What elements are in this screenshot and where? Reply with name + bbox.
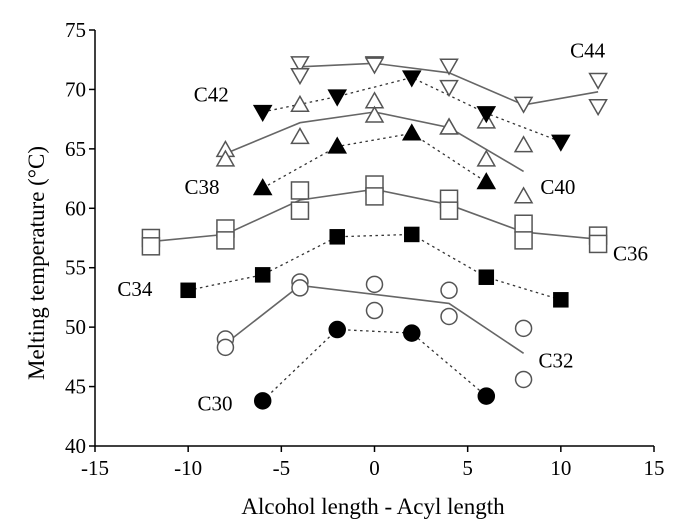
y-axis-label: Melting temperature (°C) [24,146,49,380]
data-markers [141,56,608,410]
c38-series-label: C38 [184,175,219,199]
c42-point [551,134,571,152]
c44-point [439,79,459,98]
c36-point [290,181,310,200]
c32-point [365,301,384,320]
c32-point [365,275,384,294]
c44-point [290,56,310,74]
c44-series-label: C44 [570,38,606,62]
y-tick-label: 50 [65,315,86,339]
c36-series-label: C36 [613,242,648,266]
axes: 40 45 50 55 60 65 70 75 -15 -10 -5 0 5 10 15 [65,18,665,480]
x-tick-label: -5 [273,456,291,480]
c36-point [514,231,533,250]
c32-point [514,319,533,338]
x-tick-label: 0 [369,456,380,480]
c40-point [513,135,534,153]
y-tick-label: 55 [65,256,86,280]
c36-point [514,214,533,233]
x-tick-label: -10 [174,456,202,480]
c32-series-label: C32 [538,349,573,373]
c34-point [329,229,345,245]
c42-point [327,89,348,107]
c36-point [216,231,235,250]
c40-point [290,126,310,145]
c34-point [553,292,569,308]
c34-point [404,226,420,243]
c32-point [216,338,235,357]
c38-point [252,178,273,196]
x-tick-label: -15 [81,456,109,480]
c44-point [290,68,310,86]
c34-series-label: C34 [117,277,153,301]
c42-series-label: C42 [194,82,229,106]
c40-point [290,94,310,113]
y-tick-label: 65 [65,137,86,161]
c30-fit-line [262,328,487,402]
c30-point [403,324,421,342]
c44-point [364,57,385,75]
c34-point [180,282,196,299]
c42-point [476,106,497,124]
x-axis-label: Alcohol length - Acyl length [241,494,505,519]
c40-point [439,117,459,135]
c32-point [514,370,533,389]
c30-point [253,392,272,410]
c34-point [254,267,271,283]
c32-point [440,307,458,326]
y-tick-label: 75 [65,18,86,42]
x-tick-label: 15 [644,456,665,480]
c30-point [477,387,496,405]
c32-point [440,281,458,300]
series-labels: C30 C32 C34 C36 C38 C40 C42 C44 [117,38,648,415]
c34-point [478,269,495,285]
c40-point [513,186,534,204]
c42-point [252,104,273,123]
c36-point [365,187,384,206]
c44-point [513,96,534,114]
c30-point [328,320,346,339]
c44-point [439,58,459,76]
y-tick-label: 70 [65,77,86,101]
c40-point [215,149,236,167]
c44-point [588,72,608,90]
c40-series-label: C40 [540,175,575,199]
c36-point [439,201,459,220]
c38-point [476,172,497,190]
c30-series-label: C30 [197,391,232,415]
y-tick-label: 60 [65,196,86,220]
x-tick-label: 10 [550,456,571,480]
c42-point [401,70,422,88]
c40-point [476,149,497,167]
c32-point [291,279,309,297]
x-tick-label: 5 [462,456,473,480]
y-tick-label: 40 [65,434,86,458]
c44-point [588,98,608,117]
c40-point [364,105,385,123]
c36-point [290,201,310,220]
y-tick-label: 45 [65,375,86,399]
c36-point [141,237,161,256]
c32-fit-line [224,284,525,354]
c38-point [327,136,348,154]
c36-point [588,234,608,254]
c38-point [401,123,422,141]
c38-fit-line [262,132,487,189]
